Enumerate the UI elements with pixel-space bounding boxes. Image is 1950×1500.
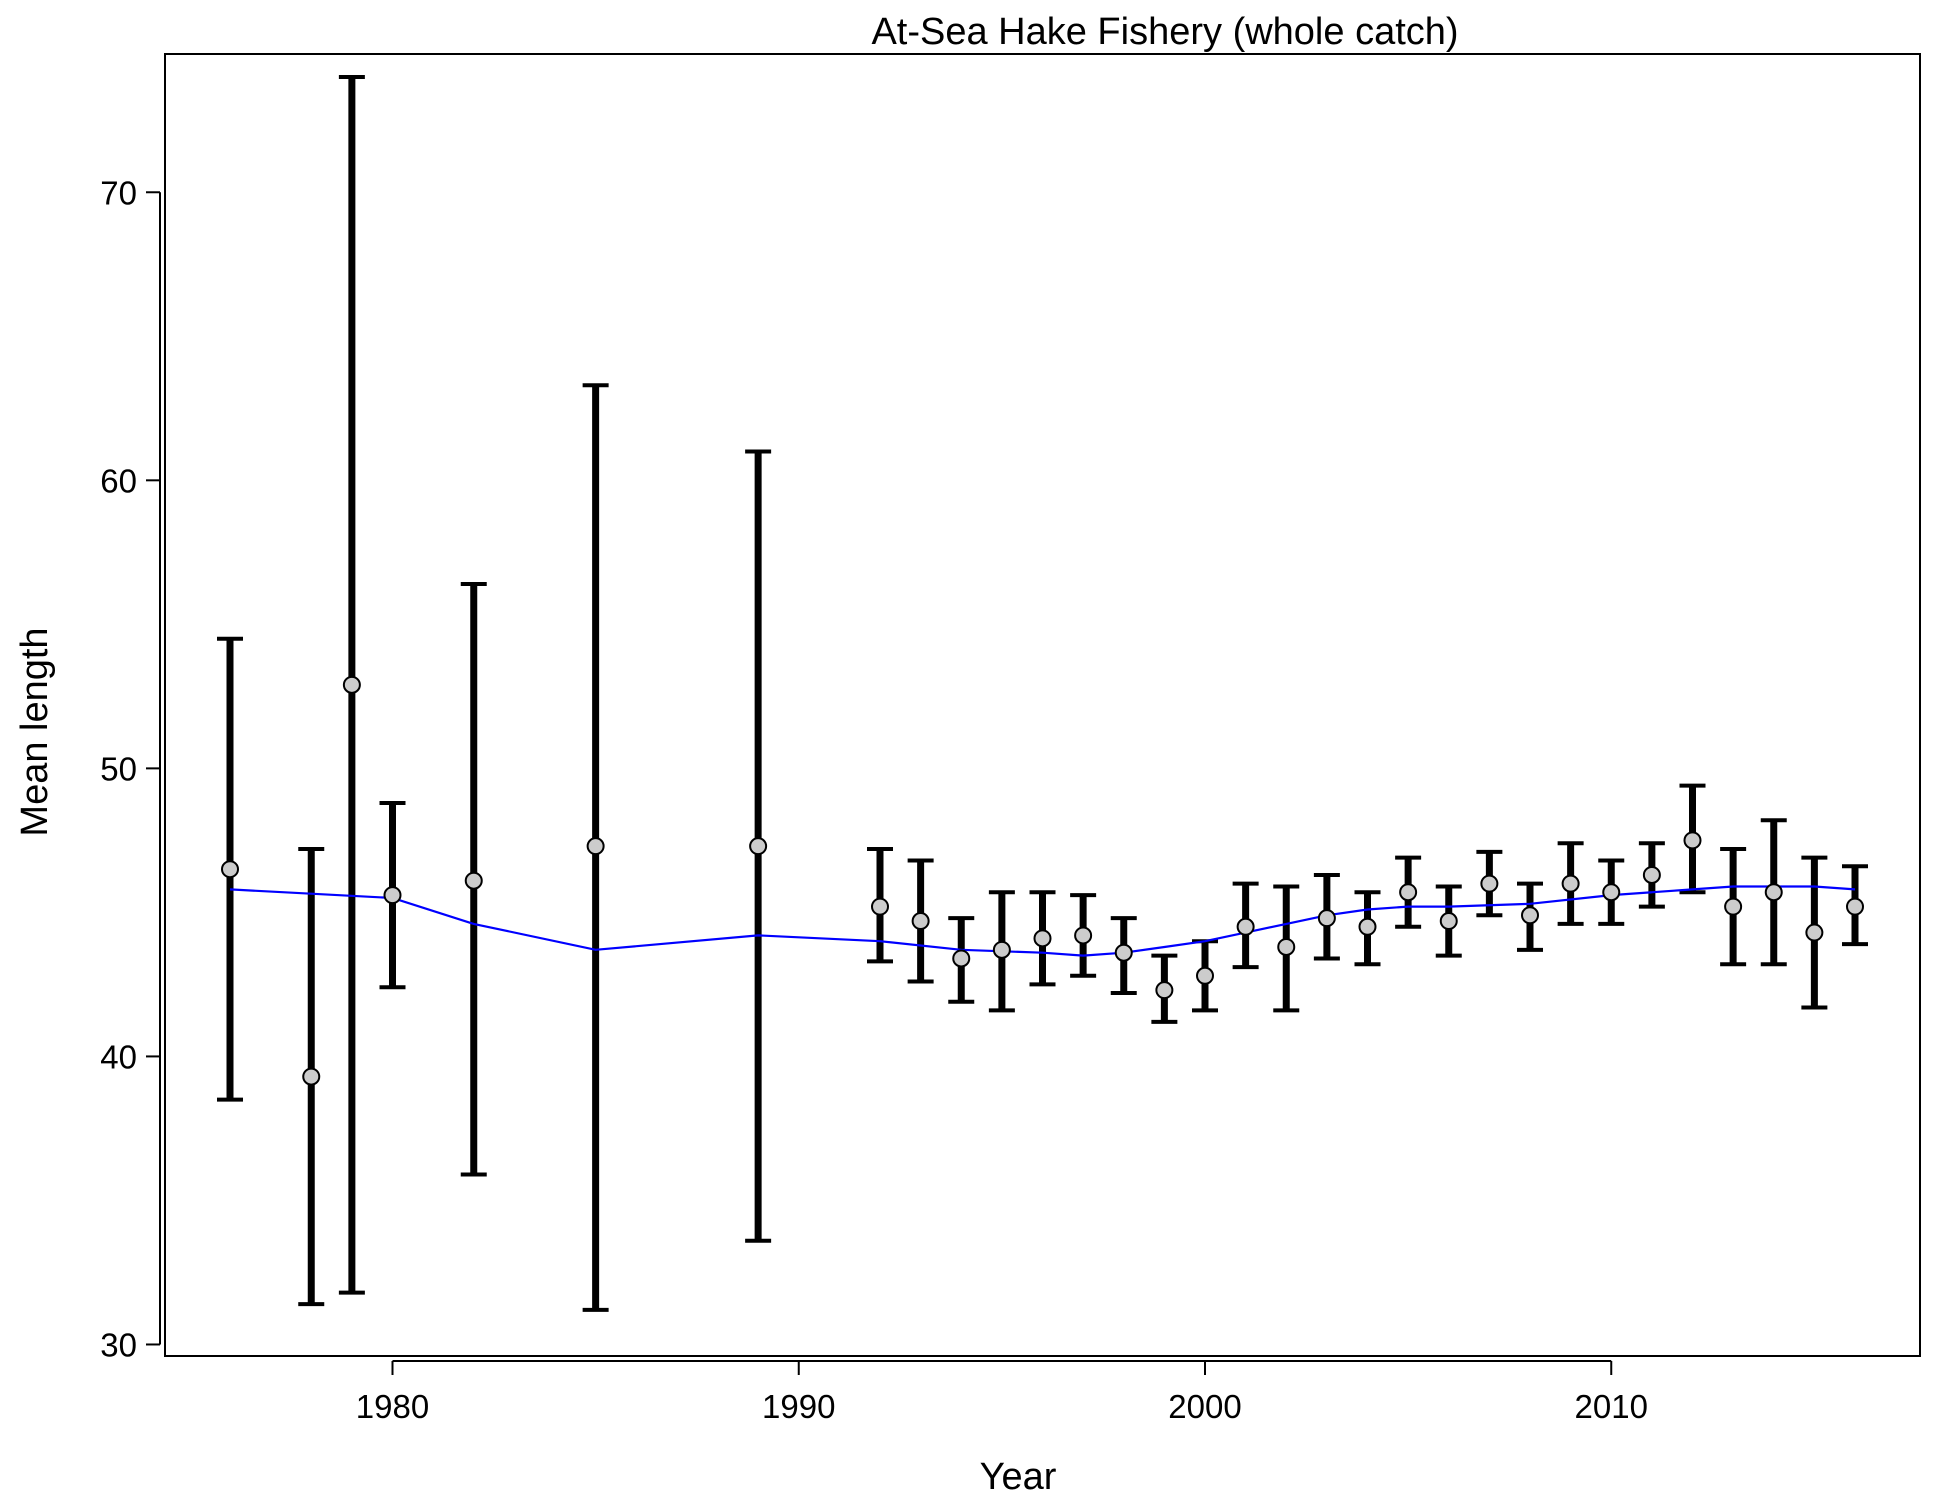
point-2009 (1561, 874, 1580, 893)
point-2006 (1439, 912, 1458, 931)
point-2001 (1236, 917, 1255, 936)
chart-title: At-Sea Hake Fishery (whole catch) (871, 11, 1458, 53)
point-1995 (992, 940, 1011, 959)
point-2007 (1480, 874, 1499, 893)
point-1994 (952, 949, 971, 968)
point-1979 (342, 675, 361, 694)
point-1978 (302, 1067, 321, 1086)
point-1999 (1155, 981, 1174, 1000)
point-1980 (383, 886, 402, 905)
point-2002 (1277, 937, 1296, 956)
y-axis: 30 40 50 60 70 (100, 174, 161, 1363)
point-2016 (1846, 897, 1864, 916)
point-2011 (1642, 865, 1661, 884)
point-1998 (1114, 943, 1133, 962)
point-2005 (1399, 883, 1418, 902)
observed-points (221, 675, 1864, 1086)
point-2008 (1521, 906, 1539, 925)
plot-frame (164, 53, 1921, 1357)
x-axis: 1980 1990 2000 2010 (356, 1360, 1648, 1425)
point-1985 (586, 837, 605, 856)
y-axis-title: Mean length (14, 627, 56, 836)
x-axis-title: Year (980, 1456, 1057, 1498)
point-2010 (1602, 883, 1621, 902)
x-tick-label-1990: 1990 (762, 1388, 835, 1425)
x-tick-label-2010: 2010 (1575, 1388, 1648, 1425)
point-1992 (871, 897, 889, 916)
x-tick-label-1980: 1980 (356, 1388, 429, 1425)
point-2004 (1358, 917, 1377, 936)
point-1989 (749, 837, 768, 856)
point-2003 (1317, 909, 1336, 928)
y-tick-label-70: 70 (100, 174, 137, 211)
y-tick-label-30: 30 (100, 1326, 137, 1363)
point-1982 (464, 871, 483, 890)
x-tick-label-2000: 2000 (1168, 1388, 1241, 1425)
point-2000 (1196, 966, 1214, 985)
point-1976 (221, 860, 239, 879)
y-tick-label-50: 50 (100, 750, 137, 787)
point-1996 (1033, 929, 1052, 948)
point-2012 (1683, 831, 1702, 850)
point-2013 (1724, 897, 1743, 916)
point-2014 (1764, 883, 1783, 902)
point-1997 (1074, 926, 1093, 945)
point-1993 (911, 912, 930, 931)
y-tick-label-60: 60 (100, 462, 137, 499)
point-2015 (1805, 923, 1824, 942)
y-tick-label-40: 40 (100, 1038, 137, 1075)
